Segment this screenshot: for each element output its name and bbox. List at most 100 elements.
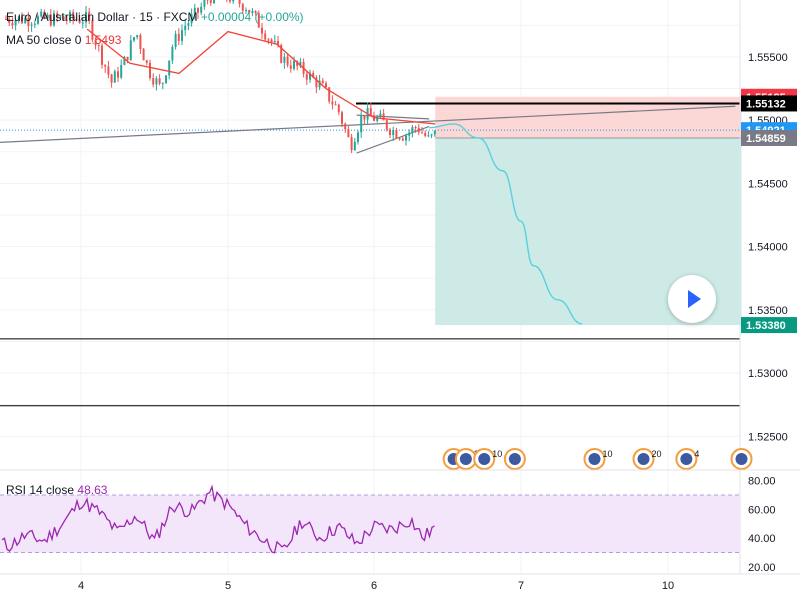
time-tick-label: 5	[225, 580, 231, 592]
interval-label[interactable]: 15	[139, 10, 153, 24]
price-label-box	[741, 129, 797, 146]
candle-body	[56, 13, 59, 18]
candle-body	[155, 78, 158, 85]
flag-icon	[508, 453, 521, 465]
price-label: 1.55132	[741, 95, 797, 112]
candle-body	[24, 18, 27, 23]
candle-body	[49, 14, 52, 26]
candle-body	[385, 120, 388, 130]
candle-body	[318, 80, 321, 88]
candle-body	[203, 0, 206, 7]
price-label-box	[741, 95, 797, 112]
candle-body	[408, 132, 411, 136]
candle-body	[251, 10, 254, 13]
candle-body	[325, 83, 327, 88]
candle-body	[328, 87, 331, 102]
rsi-band	[0, 494, 740, 553]
candle-body	[120, 64, 123, 78]
candle-body	[414, 127, 417, 129]
candle-body	[145, 60, 148, 63]
candle-body	[273, 40, 276, 43]
candle-body	[37, 16, 39, 24]
candle-body	[197, 7, 199, 13]
price-tick-label: 1.53000	[748, 368, 788, 380]
candle-body	[433, 130, 436, 135]
candle-body	[379, 113, 382, 118]
candle-body	[261, 27, 263, 34]
rsi-tick-label: 60.00	[748, 504, 776, 516]
moving-average-line	[86, 28, 436, 125]
event-icon	[730, 448, 753, 470]
price-tick-label: 1.55500	[748, 52, 788, 64]
candle-body	[245, 9, 247, 11]
candle-body	[177, 33, 180, 41]
candle-body	[46, 14, 49, 19]
symbol-name[interactable]: Euro / Australian Dollar	[6, 10, 129, 24]
candle-body	[341, 112, 343, 124]
separator-dot: ·	[132, 10, 140, 24]
candle-body	[139, 35, 142, 49]
candle-body	[104, 64, 107, 67]
candle-body	[101, 45, 103, 65]
symbol-header: Euro / Australian Dollar · 15 · FXCM +0.…	[6, 10, 304, 24]
candle-body	[405, 135, 407, 141]
candle-body	[241, 3, 244, 11]
candle-body	[126, 56, 129, 60]
candle-body	[27, 18, 30, 26]
rsi-indicator-value: 48.63	[77, 483, 108, 497]
candle-body	[417, 127, 420, 133]
candle-body	[321, 80, 324, 84]
candle-body	[187, 23, 190, 26]
candle-body	[360, 115, 363, 133]
candle-body	[181, 30, 183, 41]
rsi-indicator-legend[interactable]: RSI 14 close 48.63	[6, 483, 107, 497]
candle-body	[65, 19, 68, 21]
candle-body	[363, 115, 366, 120]
event-icon: 10	[473, 448, 502, 470]
candle-body	[136, 35, 139, 38]
candle-body	[85, 11, 87, 23]
candle-body	[427, 135, 430, 137]
candle-body	[33, 23, 36, 25]
price-label: 1.54859	[741, 129, 797, 146]
candle-body	[382, 113, 385, 121]
candle-body	[315, 77, 318, 88]
candle-body	[200, 6, 203, 13]
play-button[interactable]	[668, 275, 716, 323]
price-label-box	[741, 317, 797, 334]
candle-body	[81, 22, 84, 24]
candle-body	[11, 22, 14, 26]
projection-path	[429, 123, 583, 325]
candle-body	[30, 24, 33, 26]
event-count: 10	[603, 449, 613, 459]
candle-body	[430, 134, 433, 136]
exchange-label: FXCM	[163, 10, 198, 24]
time-tick-label: 6	[371, 580, 377, 592]
candle-body	[277, 40, 279, 45]
candle-body	[344, 123, 347, 130]
candle-body	[283, 56, 286, 63]
candle-body	[94, 39, 97, 46]
candle-body	[280, 44, 283, 63]
ma-indicator-legend[interactable]: MA 50 close 0 1.5493	[6, 33, 121, 47]
candle-body	[267, 39, 270, 41]
candle-body	[395, 130, 398, 139]
candle-body	[158, 78, 161, 84]
candle-body	[168, 60, 171, 76]
candle-body	[238, 0, 241, 4]
candle-body	[59, 16, 62, 18]
candle-body	[14, 20, 17, 26]
candle-body	[296, 61, 299, 66]
candle-body	[232, 0, 235, 2]
candle-body	[43, 11, 46, 19]
candle-body	[142, 48, 145, 61]
event-count: 20	[652, 449, 662, 459]
candle-body	[123, 56, 126, 65]
candle-body	[88, 11, 91, 21]
price-tick-label: 1.54500	[748, 178, 788, 190]
event-icon	[503, 448, 526, 470]
event-icon: 4	[675, 448, 699, 470]
candle-body	[190, 14, 193, 24]
flag-icon	[588, 453, 601, 465]
